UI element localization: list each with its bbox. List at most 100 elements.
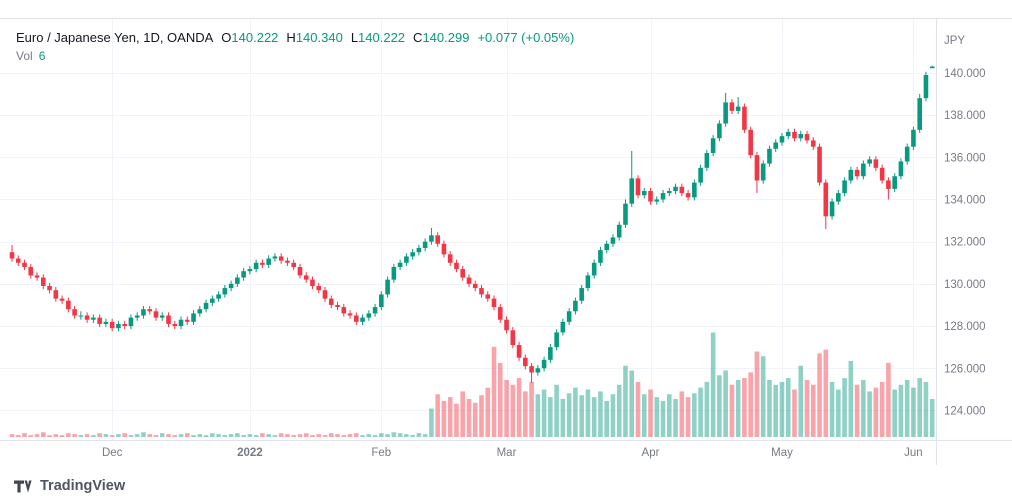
volume-bar <box>491 346 497 437</box>
candle-body <box>779 136 785 143</box>
price-axis-label: 132.000 <box>944 237 986 249</box>
volume-bar <box>41 432 46 437</box>
volume-bar <box>404 434 409 437</box>
volume-bar <box>598 391 603 437</box>
time-axis-label: Mar <box>497 447 517 459</box>
volume-bar <box>817 353 822 437</box>
volume-bar <box>523 391 528 437</box>
volume-bar <box>529 381 534 437</box>
candle-body <box>516 345 522 358</box>
candle-body <box>15 258 21 263</box>
volume-bar <box>929 399 935 437</box>
candle-body <box>122 323 127 327</box>
candle-body <box>141 309 146 316</box>
volume-bar <box>804 380 810 437</box>
candle-body <box>560 321 566 333</box>
volume-bar <box>429 408 434 437</box>
candle-body <box>873 159 879 168</box>
volume-bar <box>341 435 347 437</box>
low-label: L <box>350 30 359 45</box>
candle-body <box>748 129 753 156</box>
candle-body <box>372 307 378 314</box>
volume-bar <box>629 370 635 437</box>
candle-body <box>235 277 240 284</box>
price-axis-label: 124.000 <box>944 406 986 418</box>
volume-bar <box>159 433 165 437</box>
volume-bar <box>454 403 459 437</box>
candle-body <box>529 366 534 373</box>
volume-bar <box>510 384 516 437</box>
candle-body <box>303 275 309 280</box>
candle-body <box>604 243 609 251</box>
volume-bar <box>335 434 340 437</box>
volume-bar <box>861 380 866 437</box>
candle-body <box>166 315 171 324</box>
candle-body <box>72 309 77 316</box>
candle-body <box>247 269 253 272</box>
volume-bar <box>867 391 872 437</box>
candle-body <box>648 191 653 202</box>
candle-body <box>454 262 459 270</box>
price-axis-label: 126.000 <box>944 363 986 375</box>
volume-bar <box>673 399 678 437</box>
candle-body <box>729 102 735 111</box>
candle-body <box>692 182 697 198</box>
price-axis-label: 130.000 <box>944 279 986 291</box>
candle-body <box>159 315 165 318</box>
close-label: C <box>413 30 423 45</box>
volume-bar <box>923 381 929 437</box>
volume-bar <box>767 380 772 437</box>
price-axis[interactable] <box>937 18 1012 465</box>
candle-body <box>341 307 347 314</box>
volume-bar <box>479 395 484 437</box>
volume-bar <box>253 435 259 437</box>
candle-body <box>836 193 841 202</box>
volume-bar <box>316 434 322 437</box>
volume-bar <box>310 435 315 437</box>
time-axis-label: Jun <box>904 447 923 459</box>
tradingview-watermark[interactable]: TradingView <box>14 478 125 494</box>
candle-body <box>41 277 46 286</box>
candle-body <box>34 275 40 278</box>
candle-body <box>472 283 478 289</box>
high-label: H <box>286 30 296 45</box>
volume-bars <box>9 332 935 437</box>
chart-pane[interactable] <box>0 18 936 440</box>
volume-label[interactable]: Vol <box>16 49 33 63</box>
candle-body <box>379 294 384 308</box>
volume-bar <box>823 349 829 437</box>
candle-body <box>854 169 860 177</box>
symbol-title[interactable]: Euro / Japanese Yen, 1D, OANDA <box>16 30 214 45</box>
candle-body <box>272 256 278 259</box>
volume-bar <box>472 402 478 437</box>
volume-bar <box>566 393 572 437</box>
volume-bar <box>604 400 609 437</box>
volume-bar <box>379 433 384 437</box>
candle-body <box>879 167 885 181</box>
volume-bar <box>798 365 804 437</box>
candle-body <box>673 186 678 192</box>
volume-indicator-row: Vol 6 <box>16 49 574 63</box>
open-value: 140.222 <box>231 30 279 45</box>
candle-body <box>573 300 578 312</box>
volume-bar <box>153 435 159 437</box>
volume-bar <box>460 391 466 437</box>
candle-body <box>735 106 741 111</box>
close-value: 140.299 <box>422 30 470 45</box>
volume-bar <box>34 434 40 437</box>
candle-body <box>810 140 816 147</box>
change-value: +0.077 (+0.05%) <box>477 30 575 45</box>
candle-body <box>767 148 772 164</box>
candle-body <box>291 262 296 267</box>
candle-body <box>742 106 747 130</box>
time-axis[interactable] <box>0 441 936 465</box>
candle-body <box>804 134 810 141</box>
volume-bar <box>78 435 84 437</box>
open-label: O <box>221 30 232 45</box>
volume-bar <box>266 434 271 437</box>
candle-body <box>923 74 929 99</box>
volume-bar <box>410 435 415 437</box>
candle-body <box>917 98 922 130</box>
candle-body <box>22 262 27 267</box>
candle-body <box>66 300 71 310</box>
